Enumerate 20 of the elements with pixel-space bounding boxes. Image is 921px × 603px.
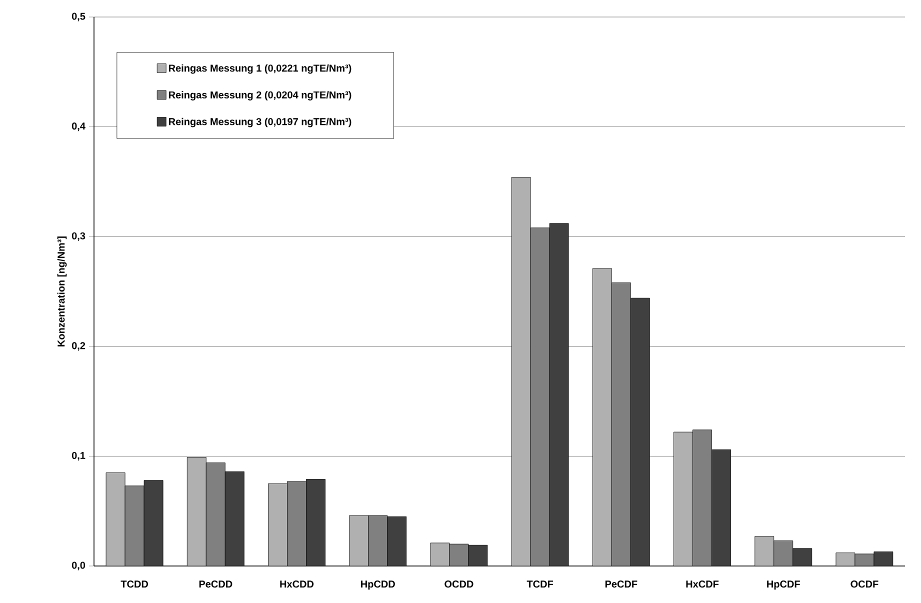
y-tick-label: 0,0 [72, 562, 86, 570]
y-tick-label: 0,5 [72, 12, 86, 22]
y-axis-title: Konzentration [ng/Nm³] [57, 236, 67, 346]
y-tick-label: 0,3 [72, 232, 86, 241]
legend-label: Reingas Messung 1 (0,0221 ngTE/Nm³) [168, 64, 352, 74]
x-tick-label: PeCDF [605, 580, 638, 588]
x-tick-label: PeCDD [199, 580, 232, 588]
x-tick-label: HxCDD [280, 580, 314, 588]
x-tick-label: HpCDF [767, 580, 800, 590]
y-tick-label: 0,2 [72, 342, 86, 351]
x-tick-label: HxCDF [686, 580, 719, 588]
y-tick-label: 0,1 [72, 452, 86, 460]
x-tick-label: TCDD [120, 580, 148, 588]
y-tick-label: 0,4 [72, 122, 86, 132]
legend-label: Reingas Messung 3 (0,0197 ngTE/Nm³) [168, 118, 352, 128]
x-tick-label: OCDD [444, 580, 474, 588]
x-tick-label: TCDF [526, 580, 554, 588]
x-tick-label: HpCDD [361, 580, 395, 590]
x-tick-label: OCDF [850, 580, 878, 588]
legend-label: Reingas Messung 2 (0,0204 ngTE/Nm³) [168, 91, 352, 100]
